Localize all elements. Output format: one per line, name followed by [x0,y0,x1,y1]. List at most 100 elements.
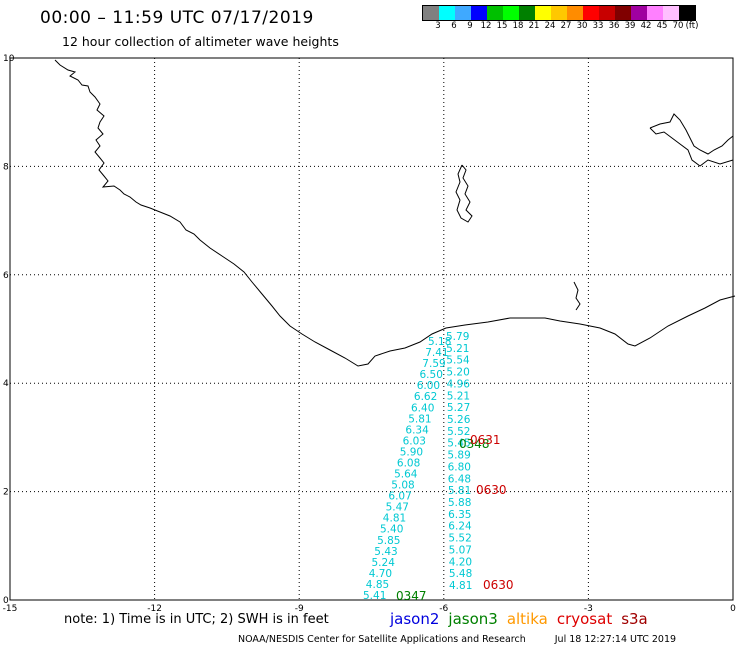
colorbar-swatch [423,6,439,20]
legend-item-s3a: s3a [621,610,648,628]
track-value-label: 5.27 [447,402,470,414]
legend-item-altika: altika [506,610,548,628]
colorbar-label: 9 [467,21,473,31]
colorbar-label: 18 [512,21,524,31]
track-value-label: 6.07 [388,491,411,503]
pass-time-label: 0347 [396,589,427,603]
colorbar-swatch [583,6,599,20]
track-value-label: 4.81 [383,513,406,525]
pass-time-label: 0630 [476,483,507,497]
track-west-values: 5.187.417.596.506.006.626.405.816.346.03… [363,336,451,602]
track-value-label: 5.90 [400,446,423,458]
colorbar-label: (ft) [685,21,699,31]
colorbar-label: 6 [451,21,457,31]
satellite-legend: jason2 jason3 altika cryosat s3a [390,610,657,628]
track-value-label: 5.52 [447,426,470,438]
legend-item-jason3: jason3 [448,610,498,628]
colorbar-swatch [455,6,471,20]
track-value-label: 6.34 [405,424,429,436]
track-value-label: 4.81 [449,580,472,592]
track-value-label: 4.96 [447,378,471,390]
track-value-label: 6.80 [448,461,471,473]
track-value-label: 4.70 [369,568,392,580]
track-value-label: 5.89 [447,450,470,462]
coastal-inlet [573,281,581,311]
colorbar-label: 3 [435,21,441,31]
colorbar-swatch [503,6,519,20]
track-value-label: 5.21 [446,343,469,355]
track-value-label: 6.40 [411,402,434,414]
colorbar-swatch [663,6,679,20]
track-value-label: 5.64 [394,469,418,481]
track-value-label: 5.81 [448,485,471,497]
track-east-values: 5.795.215.545.204.965.215.275.265.525.45… [446,331,472,592]
colorbar-label: 42 [640,21,652,31]
y-tick-label: 6 [3,271,9,281]
track-value-label: 5.54 [446,355,470,367]
axis-tick-labels: -15 -12 -9 -6 -3 0 0 2 4 6 8 10 [3,54,736,614]
x-tick-label: -12 [147,604,162,614]
track-value-label: 5.21 [447,390,470,402]
map-title: 00:00 – 11:59 UTC 07/17/2019 [40,8,314,28]
colorbar-swatch [615,6,631,20]
colorbar-swatch [567,6,583,20]
track-value-label: 4.85 [366,579,389,591]
colorbar [422,5,696,21]
y-tick-label: 8 [3,162,9,172]
track-value-label: 5.24 [372,557,396,569]
pass-time-label: 0348 [459,437,490,451]
track-value-label: 5.85 [377,535,400,547]
track-value-label: 5.52 [448,533,471,545]
track-value-label: 5.20 [446,367,469,379]
colorbar-labels: 3 6 9 12 15 18 21 24 27 30 33 36 39 42 45 70 (ft) [422,21,740,33]
colorbar-swatch [679,6,695,20]
track-value-label: 7.59 [422,358,445,370]
footer-credit: NOAA/NESDIS Center for Satellite Applica… [238,634,526,645]
coastline [54,59,736,367]
legend-item-cryosat: cryosat [556,610,613,628]
track-value-label: 5.79 [446,331,469,343]
colorbar-swatch [487,6,503,20]
track-value-label: 5.26 [447,414,471,426]
track-value-label: 5.08 [391,480,414,492]
pass-time-label: 0630 [483,578,514,592]
x-tick-label: 0 [730,604,736,614]
track-value-label: 5.43 [374,546,397,558]
legend-item-jason2: jason2 [390,610,440,628]
track-value-label: 6.03 [403,435,426,447]
track-value-label: 5.18 [428,336,451,348]
track-value-label: 5.81 [408,413,431,425]
y-tick-label: 10 [3,54,15,64]
track-value-label: 5.40 [380,524,403,536]
colorbar-label: 21 [528,21,540,31]
pass-time-label: 0631 [470,433,501,447]
x-tick-label: -9 [295,604,304,614]
track-value-label: 5.41 [363,590,386,602]
colorbar-label: 36 [608,21,620,31]
colorbar-swatch [439,6,455,20]
track-value-label: 6.48 [448,473,471,485]
colorbar-swatch [471,6,487,20]
colorbar-label: 12 [480,21,492,31]
track-value-label: 6.50 [420,369,443,381]
y-tick-label: 4 [3,379,9,389]
colorbar-label: 15 [496,21,508,31]
track-value-label: 5.48 [449,568,472,580]
y-tick-label: 0 [3,596,9,606]
colorbar-label: 24 [544,21,556,31]
map-frame [9,57,734,601]
colorbar-label: 70 [672,21,684,31]
x-tick-label: -6 [439,604,448,614]
units-note: note: 1) Time is in UTC; 2) SWH is in fe… [64,612,329,627]
track-value-label: 7.41 [425,347,448,359]
map-subtitle: 12 hour collection of altimeter wave hei… [62,34,339,49]
footer: NOAA/NESDIS Center for Satellite Applica… [238,634,676,645]
colorbar-label: 39 [624,21,636,31]
track-value-label: 6.08 [397,458,420,470]
map-grid [10,58,733,600]
colorbar-swatch [647,6,663,20]
colorbar-label: 27 [560,21,572,31]
track-value-label: 4.20 [449,556,472,568]
